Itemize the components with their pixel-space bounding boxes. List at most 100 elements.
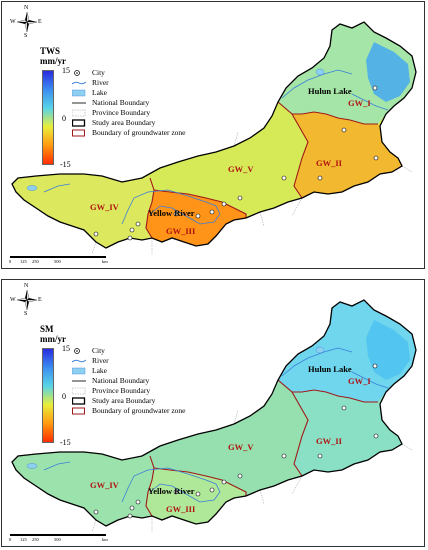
cities: [93, 85, 379, 241]
study-area-boundary: [11, 21, 417, 249]
east-river-line: [351, 93, 389, 111]
legend-item-label: Lake: [92, 366, 107, 375]
city-icon: [72, 69, 86, 77]
lakes: [26, 68, 325, 191]
zone-gw3-label: GW_III: [166, 504, 196, 514]
legend-item-label: Boundary of groundwater zone: [92, 128, 186, 137]
compass-rose-icon: [17, 12, 37, 32]
legend-item: River: [71, 78, 242, 88]
legend-item: Lake: [71, 366, 242, 376]
scale-tick-label: 250: [32, 537, 39, 542]
province-boundaries: [91, 131, 413, 255]
colorbar-max-label: 15: [62, 344, 70, 353]
map-legend: City River Lake National Boundary Province B…: [71, 68, 242, 138]
variable-unit: mm/yr: [40, 56, 66, 66]
variable-title: TWS mm/yr: [40, 46, 66, 66]
city-icon: [72, 347, 86, 355]
legend-item: River: [71, 356, 242, 366]
north-arrow-compass: N S W E: [10, 283, 44, 318]
colorbar: [42, 70, 54, 165]
legend-item-label: River: [92, 356, 109, 365]
legend-item: Boundary of groundwater zone: [72, 406, 242, 416]
legend-item-label: Lake: [92, 88, 107, 97]
map-legend: City River Lake National Boundary Province B…: [71, 346, 242, 416]
yellow-river-label: Yellow River: [148, 486, 195, 496]
legend-item: National Boundary: [72, 376, 242, 386]
legend-item: City: [72, 68, 242, 78]
zone-gw4: [12, 174, 154, 248]
zone-gw5: [150, 102, 308, 214]
zone-gw5: [150, 380, 308, 492]
yellow-river-line: [121, 467, 221, 503]
zone-gw4-label: GW_IV: [90, 202, 119, 212]
cities: [93, 363, 379, 519]
hulun-river-line: [281, 347, 353, 377]
compass-w-label: W: [10, 297, 16, 303]
scale-tick-label: 125: [20, 537, 27, 542]
legend-item: National Boundary: [72, 98, 242, 108]
compass-s-label: S: [24, 33, 28, 39]
map-panel-tws: N S W E TWS mm/yr 15 0 -15 City River Lake…: [1, 1, 425, 269]
compass-n-label: N: [24, 283, 29, 289]
zone-gw3: [146, 468, 246, 524]
region-map: [11, 21, 417, 255]
west-river-line: [43, 183, 71, 193]
legend-item: Study area Boundary: [71, 118, 242, 128]
legend-item: City: [72, 346, 242, 356]
legend-item: Province Boundary: [71, 108, 242, 118]
zone-gw5-label: GW_V: [228, 164, 254, 174]
variable-name: TWS: [40, 46, 61, 56]
river-line-icon: [71, 79, 87, 87]
rivers: [43, 347, 389, 503]
zone-gw3: [146, 190, 246, 246]
zone-gw1-label: GW_I: [348, 376, 371, 386]
variable-unit: mm/yr: [40, 334, 66, 344]
zone-gw2: [292, 390, 402, 476]
variable-name: SM: [40, 324, 54, 334]
compass-e-label: E: [38, 19, 42, 25]
national-boundary-icon: [72, 377, 86, 385]
legend-item: Boundary of groundwater zone: [72, 128, 242, 138]
scale-unit-label: km: [102, 259, 108, 264]
compass-rose-icon: [17, 290, 37, 310]
scale-bar: 0 125 250 500 km: [9, 534, 120, 546]
zone-gw5-label: GW_V: [228, 442, 254, 452]
province-boundaries: [91, 409, 413, 533]
zone-gw2-label: GW_II: [316, 436, 342, 446]
colorbar-max-label: 15: [62, 66, 70, 75]
map-panel-sm: N S W E SM mm/yr 15 0 -15 City River Lake N…: [1, 279, 425, 547]
study-area-boundary-icon: [71, 119, 86, 127]
legend-item-label: River: [92, 78, 109, 87]
hulun-lake-label: Hulun Lake: [308, 86, 352, 96]
colorbar-mid-label: 0: [62, 392, 66, 401]
west-river-line: [43, 461, 71, 471]
lake-fill-icon: [71, 367, 86, 375]
legend-item-label: Province Boundary: [92, 386, 151, 395]
groundwater-zone-boundary-icon: [72, 129, 86, 137]
west-lake-shape: [26, 185, 38, 191]
compass-n-label: N: [24, 5, 29, 11]
compass-e-label: E: [38, 297, 42, 303]
region-map: [11, 299, 417, 533]
hulun-lake-label: Hulun Lake: [308, 364, 352, 374]
scale-tick-label: 0: [9, 259, 12, 264]
zone-gw2: [292, 112, 402, 198]
compass-w-label: W: [10, 19, 16, 25]
yellow-river-label: Yellow River: [148, 208, 195, 218]
river-line-icon: [71, 357, 87, 365]
legend-item-label: National Boundary: [92, 98, 150, 107]
zone-gw4-label: GW_IV: [90, 480, 119, 490]
groundwater-zone-boundary-icon: [72, 407, 86, 415]
map-canvas: [11, 21, 417, 255]
hulun-river-line: [281, 69, 353, 99]
compass-s-label: S: [24, 311, 28, 317]
scale-tick-label: 0: [9, 537, 12, 542]
groundwater-zone-boundaries: [145, 101, 378, 239]
yellow-river-line: [121, 189, 221, 225]
legend-item-label: City: [92, 346, 105, 355]
scale-tick-label: 500: [54, 259, 61, 264]
scale-unit-label: km: [102, 537, 108, 542]
legend-item: Lake: [71, 88, 242, 98]
lake-fill-icon: [71, 89, 86, 97]
legend-item-label: Boundary of groundwater zone: [92, 406, 186, 415]
